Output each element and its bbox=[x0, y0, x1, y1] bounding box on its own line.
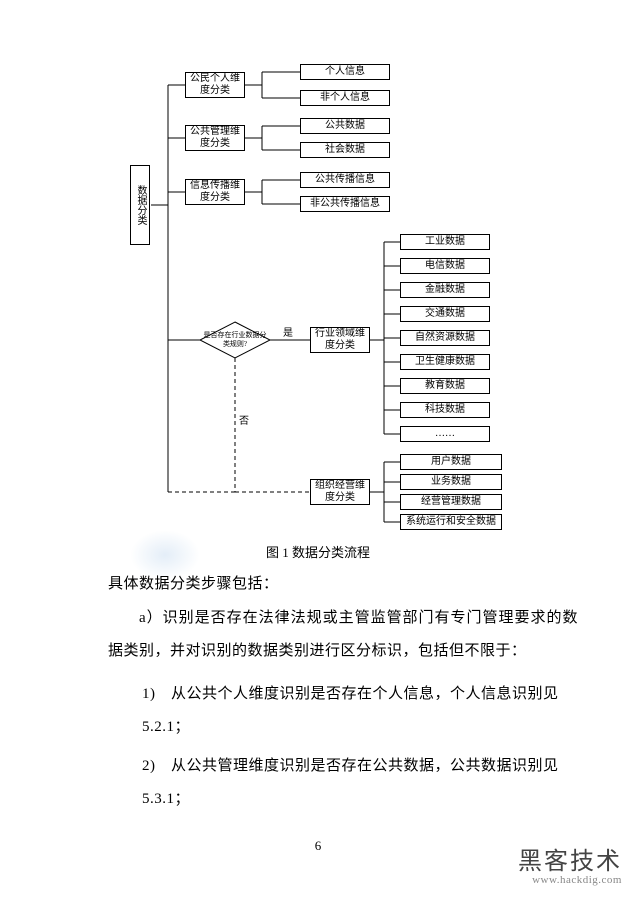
leaf: …… bbox=[400, 426, 490, 442]
root-node: 数据分类 bbox=[130, 165, 150, 245]
yes-label: 是 bbox=[283, 327, 293, 339]
leaf: 交通数据 bbox=[400, 306, 490, 322]
intro-line: 具体数据分类步骤包括： bbox=[108, 568, 568, 601]
watermark: 黑客技术 www.hackdig.com bbox=[518, 841, 622, 886]
dim3-node: 信息传播维度分类 bbox=[185, 179, 245, 205]
leaf: 用户数据 bbox=[400, 454, 502, 470]
leaf: 社会数据 bbox=[300, 142, 390, 158]
leaf: 工业数据 bbox=[400, 234, 490, 250]
flowchart: 是否存在行业数据分 类规则? 是 否 数据分类 公民个人维度分类 公共管理维度分… bbox=[0, 0, 636, 560]
flowchart-lines: 是否存在行业数据分 类规则? 是 否 bbox=[0, 0, 636, 560]
watermark-title: 黑客技术 bbox=[518, 841, 622, 876]
leaf: 业务数据 bbox=[400, 474, 502, 490]
leaf: 个人信息 bbox=[300, 64, 390, 80]
dim2-node: 公共管理维度分类 bbox=[185, 125, 245, 151]
leaf: 非公共传播信息 bbox=[300, 196, 390, 212]
list-item-2: 2) 从公共管理维度识别是否存在公共数据，公共数据识别见5.3.1； bbox=[142, 750, 572, 816]
leaf: 非个人信息 bbox=[300, 90, 390, 106]
leaf: 教育数据 bbox=[400, 378, 490, 394]
dim4-node: 行业领域维度分类 bbox=[310, 327, 370, 353]
leaf: 电信数据 bbox=[400, 258, 490, 274]
leaf: 公共传播信息 bbox=[300, 172, 390, 188]
list-item-1: 1) 从公共个人维度识别是否存在个人信息，个人信息识别见5.2.1； bbox=[142, 678, 572, 744]
dim1-node: 公民个人维度分类 bbox=[185, 72, 245, 98]
leaf: 自然资源数据 bbox=[400, 330, 490, 346]
figure-caption: 图 1 数据分类流程 bbox=[0, 542, 636, 561]
para-a: a）识别是否存在法律法规或主管监管部门有专门管理要求的数据类别，并对识别的数据类… bbox=[108, 602, 578, 668]
leaf: 系统运行和安全数据 bbox=[400, 514, 502, 530]
dim5-node: 组织经营维度分类 bbox=[310, 479, 370, 505]
leaf: 经营管理数据 bbox=[400, 494, 502, 510]
li1-prefix: 1) bbox=[142, 686, 156, 702]
leaf: 公共数据 bbox=[300, 118, 390, 134]
watermark-url: www.hackdig.com bbox=[518, 874, 622, 886]
li2-text: 从公共管理维度识别是否存在公共数据，公共数据识别见5.3.1； bbox=[142, 758, 559, 807]
para-a-text: a）识别是否存在法律法规或主管监管部门有专门管理要求的数据类别，并对识别的数据类… bbox=[108, 610, 578, 659]
svg-text:类规则?: 类规则? bbox=[223, 339, 247, 348]
decision-text: 是否存在行业数据分 bbox=[204, 330, 267, 339]
leaf: 科技数据 bbox=[400, 402, 490, 418]
li1-text: 从公共个人维度识别是否存在个人信息，个人信息识别见5.2.1； bbox=[142, 686, 559, 735]
leaf: 卫生健康数据 bbox=[400, 354, 490, 370]
li2-prefix: 2) bbox=[142, 758, 156, 774]
leaf: 金融数据 bbox=[400, 282, 490, 298]
no-label: 否 bbox=[239, 415, 249, 427]
